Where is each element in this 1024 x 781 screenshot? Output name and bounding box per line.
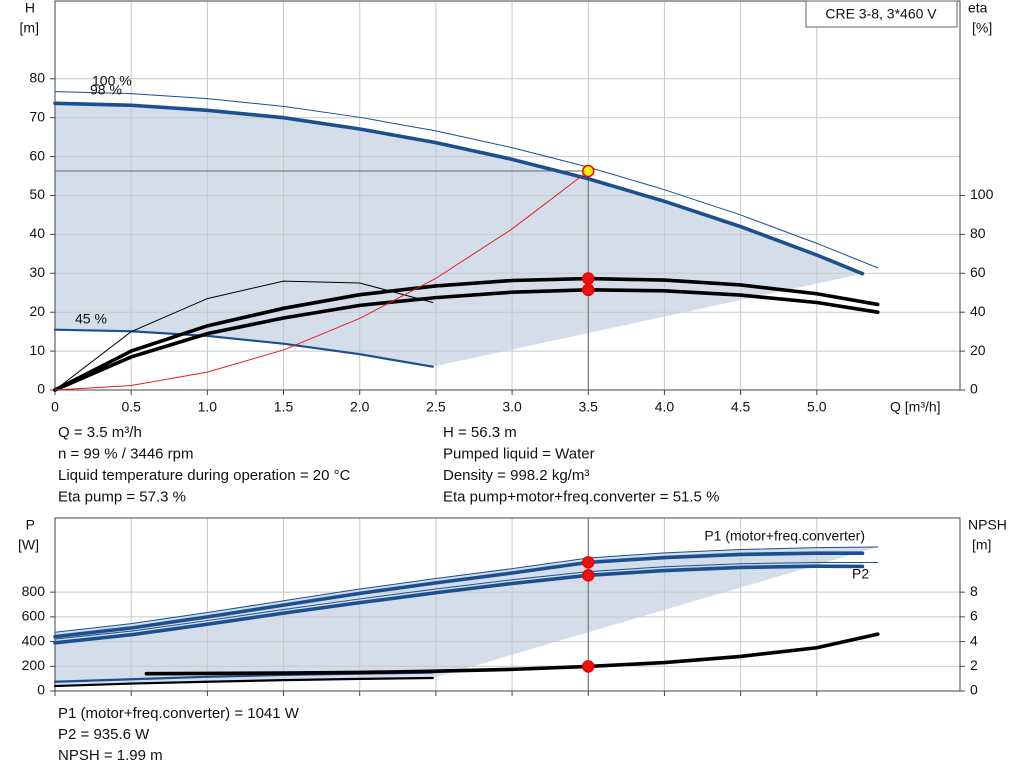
info-text: P1 (motor+freq.converter) = 1041 W: [58, 705, 300, 722]
y2-tick-label: 8: [970, 583, 978, 599]
y2-tick-label: 0: [970, 682, 978, 698]
duty-point: [581, 569, 595, 582]
duty-point: [581, 556, 595, 569]
y2-axis-label: NPSH: [968, 517, 1007, 533]
y-axis-unit: [m]: [20, 20, 39, 36]
y-tick-label: 20: [29, 303, 45, 319]
curve: [53, 676, 434, 688]
y2-tick-label: 80: [970, 225, 986, 241]
curve-label: 100 %: [92, 73, 132, 89]
y2-axis-label: eta: [968, 0, 988, 16]
x-tick-label: 0: [51, 399, 59, 415]
y2-tick-label: 100: [970, 186, 994, 202]
y-tick-label: 50: [29, 186, 45, 202]
curve-label: 98 %: [90, 82, 122, 98]
curve: [53, 564, 865, 645]
duty-point: [581, 164, 595, 178]
y-tick-label: 70: [29, 108, 45, 124]
curve: [53, 328, 434, 368]
pump-label: CRE 3-8, 3*460 V: [825, 6, 937, 22]
y2-tick-label: 60: [970, 264, 986, 280]
curve: [54, 561, 879, 640]
y2-axis-unit: [%]: [972, 20, 992, 36]
info-text: Liquid temperature during operation = 20…: [58, 467, 351, 484]
curve-label: P1 (motor+freq.converter): [704, 528, 865, 544]
y2-tick-label: 2: [970, 657, 978, 673]
info-text: NPSH = 1.99 m: [58, 747, 163, 764]
y-tick-label: 0: [37, 381, 45, 397]
curve: [144, 632, 880, 676]
x-tick-label: 4.0: [655, 399, 675, 415]
x-tick-label: 0.5: [121, 399, 141, 415]
info-text: n = 99 % / 3446 rpm: [58, 445, 194, 462]
plot-frame: [54, 517, 961, 692]
curve: [53, 551, 865, 639]
info-text: Eta pump = 57.3 %: [58, 488, 186, 505]
x-tick-label: 2.0: [350, 399, 370, 415]
x-tick-label: 1.5: [274, 399, 294, 415]
y-axis-unit: [W]: [18, 537, 39, 553]
y-tick-label: 0: [37, 682, 45, 698]
duty-point: [581, 660, 595, 673]
duty-point: [581, 283, 595, 297]
x-tick-label: 4.5: [731, 399, 751, 415]
x-tick-label: 3.0: [502, 399, 522, 415]
y-tick-label: 800: [22, 583, 46, 599]
y2-tick-label: 40: [970, 303, 986, 319]
y-axis-label: H: [25, 0, 35, 16]
duty-point: [581, 272, 595, 285]
y-tick-label: 40: [29, 225, 45, 241]
curve: [53, 288, 880, 392]
y2-tick-label: 20: [970, 342, 986, 358]
curve: [54, 280, 434, 391]
curve: [54, 91, 879, 269]
y-axis-label: P: [26, 517, 35, 533]
curve: [53, 276, 880, 392]
y2-tick-label: 6: [970, 608, 978, 624]
operating-range: [55, 103, 863, 367]
info-text: Q = 3.5 m³/h: [58, 424, 142, 441]
y-tick-label: 600: [22, 608, 46, 624]
x-tick-label: 5.0: [807, 399, 827, 415]
y-tick-label: 400: [22, 632, 46, 648]
info-text: Density = 998.2 kg/m³: [443, 467, 589, 484]
y-tick-label: 80: [29, 70, 45, 86]
y2-tick-label: 4: [970, 632, 978, 648]
curve-label: P2: [852, 566, 869, 582]
info-text: Pumped liquid = Water: [443, 445, 595, 462]
x-tick-label: 3.5: [579, 399, 599, 415]
y-tick-label: 200: [22, 657, 46, 673]
plot-frame: [54, 0, 961, 391]
x-tick-label: 1.0: [198, 399, 218, 415]
curve: [54, 546, 879, 633]
x-axis-label: Q [m³/h]: [890, 399, 941, 415]
y-tick-label: 10: [29, 342, 45, 358]
pump-label-box: [805, 0, 958, 28]
info-text: P2 = 935.6 W: [58, 726, 150, 743]
curve: [54, 170, 589, 391]
curve-label: 45 %: [75, 311, 107, 327]
x-tick-label: 2.5: [426, 399, 446, 415]
y-tick-label: 30: [29, 264, 45, 280]
y2-tick-label: 0: [970, 381, 978, 397]
info-text: H = 56.3 m: [443, 424, 517, 441]
y-tick-label: 60: [29, 147, 45, 163]
curve: [53, 101, 865, 276]
y2-axis-unit: [m]: [972, 537, 991, 553]
info-text: Eta pump+motor+freq.converter = 51.5 %: [443, 488, 719, 505]
